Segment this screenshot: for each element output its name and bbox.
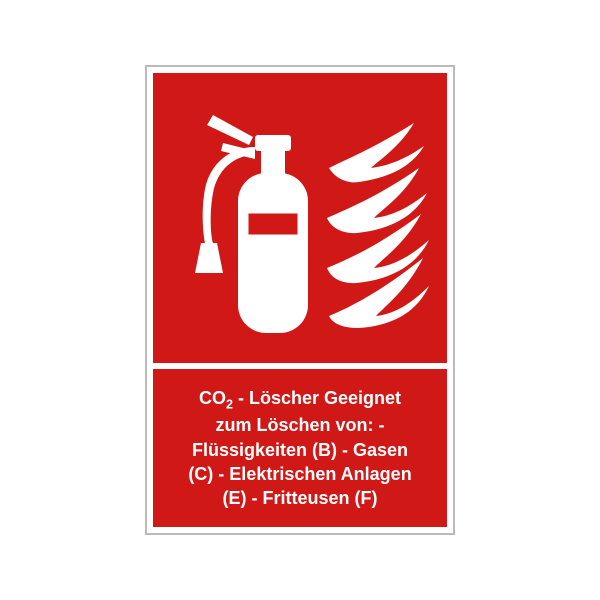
text-line-4: (C) - Elektrischen Anlagen (188, 464, 411, 484)
text-line-1: CO2 - Löscher Geeignet (199, 388, 401, 408)
text-line-5: (E) - Fritteusen (F) (223, 488, 378, 508)
text-line-3: Flüssigkeiten (B) - Gasen (192, 440, 408, 460)
text-line-2: zum Löschen von: - (215, 415, 384, 435)
fire-extinguisher-icon (183, 93, 323, 343)
fire-safety-sign: CO2 - Löscher Geeignet zum Löschen von: … (145, 65, 455, 535)
flames-icon (319, 118, 429, 328)
icon-panel (153, 73, 447, 363)
sign-text: CO2 - Löscher Geeignet zum Löschen von: … (188, 386, 411, 511)
text-panel: CO2 - Löscher Geeignet zum Löschen von: … (153, 369, 447, 527)
